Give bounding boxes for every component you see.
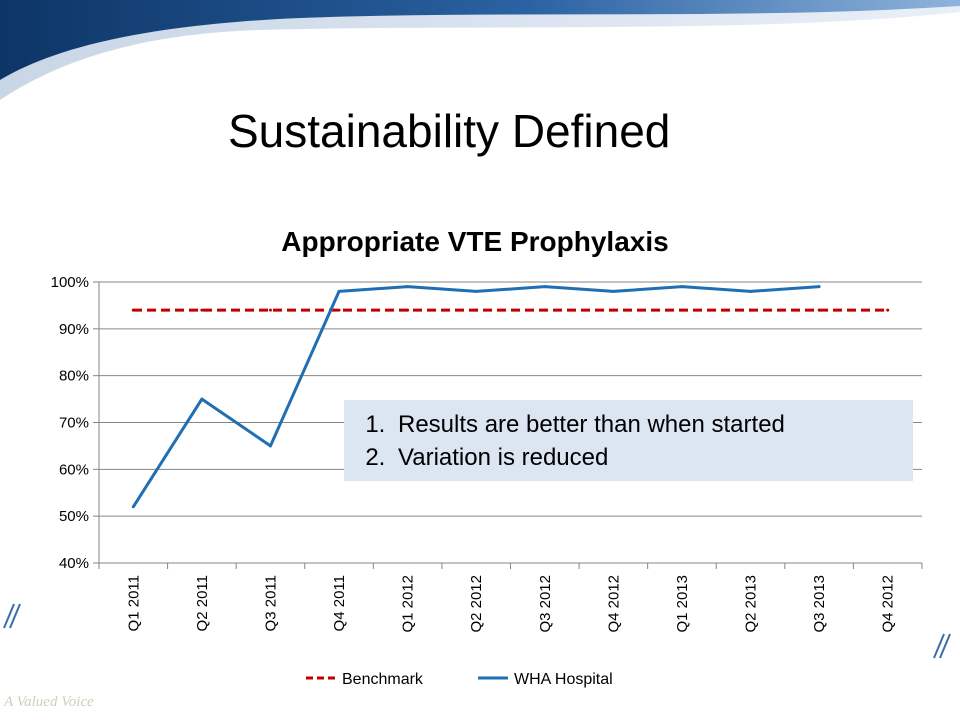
callout-box: Results are better than when started Var… xyxy=(344,400,913,481)
legend-label: Benchmark xyxy=(342,671,424,688)
callout-item: Variation is reduced xyxy=(392,441,901,474)
callout-list: Results are better than when started Var… xyxy=(356,408,901,474)
y-axis: 40% 50% 60% 70% 80% 90% 100% xyxy=(51,274,100,572)
data-point xyxy=(817,285,821,289)
data-point xyxy=(337,289,341,293)
x-tick-label: Q3 2013 xyxy=(811,575,828,633)
x-tick-label: Q4 2012 xyxy=(880,575,897,633)
data-point xyxy=(337,308,341,312)
x-tick-label: Q4 2012 xyxy=(605,575,622,633)
data-point xyxy=(543,285,547,289)
footer-tagline: A Valued Voice xyxy=(4,694,94,710)
header-banner xyxy=(0,0,960,100)
slide-title: Sustainability Defined xyxy=(228,105,671,157)
x-tick-label: Q2 2011 xyxy=(194,575,211,631)
x-tick-label: Q3 2011 xyxy=(262,575,279,631)
data-point xyxy=(131,308,135,312)
y-tick-label: 80% xyxy=(59,368,89,385)
chart-legend: Benchmark WHA Hospital xyxy=(306,671,613,688)
data-point xyxy=(680,285,684,289)
data-point xyxy=(200,308,204,312)
x-tick-label: Q1 2011 xyxy=(125,575,142,631)
x-tick-label: Q4 2011 xyxy=(331,575,348,631)
y-tick-label: 60% xyxy=(59,461,89,478)
x-tick-label: Q1 2013 xyxy=(674,575,691,633)
data-point xyxy=(817,308,821,312)
left-decoration xyxy=(3,603,21,629)
data-point xyxy=(749,289,753,293)
y-tick-label: 50% xyxy=(59,508,89,525)
data-point xyxy=(200,397,204,401)
x-tick-label: Q1 2012 xyxy=(400,575,417,633)
y-tick-label: 100% xyxy=(51,274,89,291)
x-tick-label: Q3 2012 xyxy=(537,575,554,633)
y-tick-label: 90% xyxy=(59,321,89,338)
data-point xyxy=(131,505,135,509)
callout-item: Results are better than when started xyxy=(392,408,901,441)
x-tick-label: Q2 2012 xyxy=(468,575,485,633)
x-tick-label: Q2 2013 xyxy=(743,575,760,633)
legend-label: WHA Hospital xyxy=(514,671,613,688)
data-point xyxy=(406,285,410,289)
data-point xyxy=(749,308,753,312)
y-tick-label: 40% xyxy=(59,555,89,572)
data-point xyxy=(268,308,272,312)
data-point xyxy=(268,444,272,448)
y-tick-label: 70% xyxy=(59,415,89,432)
data-point xyxy=(474,308,478,312)
data-point xyxy=(611,308,615,312)
data-point xyxy=(474,289,478,293)
chart-title: Appropriate VTE Prophylaxis xyxy=(281,226,668,257)
right-decoration xyxy=(933,633,951,659)
data-point xyxy=(611,289,615,293)
x-axis: Q1 2011 Q2 2011 Q3 2011 Q4 2011 Q1 2012 Q2 20… xyxy=(98,562,923,633)
data-point xyxy=(543,308,547,312)
data-point xyxy=(886,308,890,312)
chart-series xyxy=(131,285,890,509)
data-point xyxy=(680,308,684,312)
data-point xyxy=(406,308,410,312)
